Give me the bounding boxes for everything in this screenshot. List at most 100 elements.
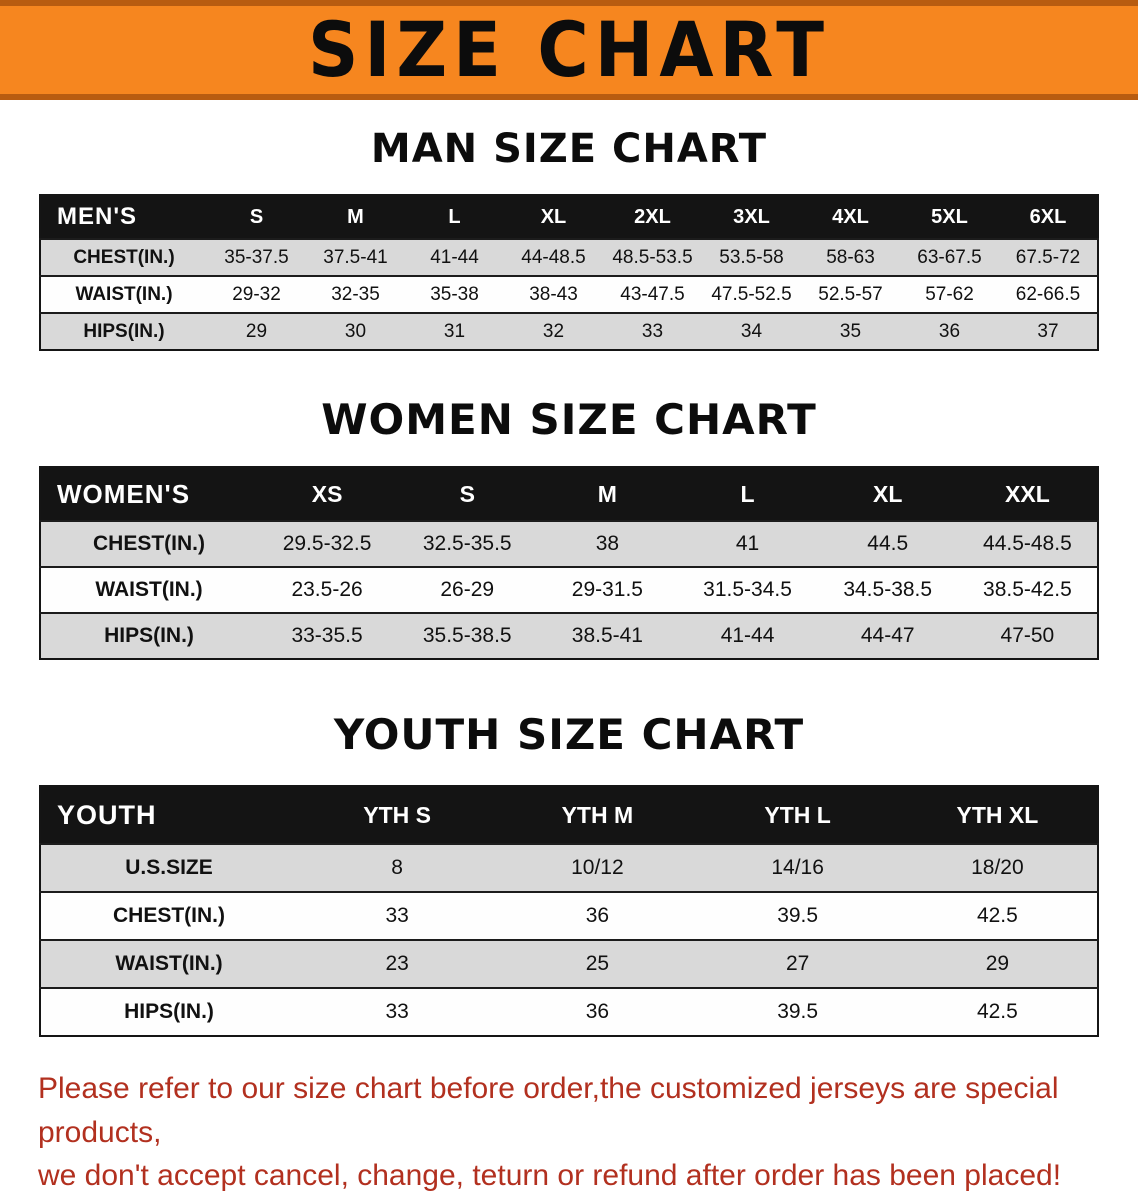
men-value-cell: 33 (603, 312, 702, 350)
youth-size-table: YOUTH YTH S YTH M YTH L YTH XL U.S.SIZE 8 10/12… (39, 785, 1099, 1037)
men-value-cell: 37.5-41 (306, 238, 405, 276)
youth-value-cell: 39.5 (697, 987, 898, 1036)
men-value-cell: 32-35 (306, 275, 405, 313)
men-value-cell: 41-44 (405, 238, 504, 276)
youth-value-cell: 23 (297, 939, 498, 988)
men-value-cell: 47.5-52.5 (702, 275, 801, 313)
men-value-cell: 57-62 (900, 275, 999, 313)
men-section: MAN SIZE CHART MEN'S S M L XL 2XL 3XL 4XL 5XL 6XL… (0, 126, 1138, 351)
youth-table-row: CHEST(IN.) 33 36 39.5 42.5 (40, 891, 1098, 940)
men-header-cell: S (207, 195, 306, 239)
women-value-cell: 47-50 (957, 612, 1098, 659)
men-table-row: WAIST(IN.) 29-32 32-35 35-38 38-43 43-47.5 47.… (40, 275, 1098, 313)
youth-row-label: CHEST(IN.) (40, 891, 297, 940)
women-size-table: WOMEN'S XS S M L XL XXL CHEST(IN.) 29.5-32.5 32.5… (39, 466, 1099, 660)
youth-section: YOUTH SIZE CHART YOUTH YTH S YTH M YTH L YTH… (0, 710, 1138, 1037)
men-table-row: CHEST(IN.) 35-37.5 37.5-41 41-44 44-48.5 48.5… (40, 238, 1098, 276)
men-size-table: MEN'S S M L XL 2XL 3XL 4XL 5XL 6XL CHEST(IN.) 35-37… (39, 194, 1099, 351)
women-header-cell: XS (257, 467, 398, 521)
women-header-cell: L (677, 467, 818, 521)
youth-value-cell: 42.5 (897, 987, 1098, 1036)
women-header-cell: XL (817, 467, 958, 521)
men-value-cell: 52.5-57 (801, 275, 900, 313)
youth-value-cell: 33 (297, 987, 498, 1036)
men-value-cell: 30 (306, 312, 405, 350)
women-value-cell: 44.5-48.5 (957, 520, 1098, 567)
youth-value-cell: 39.5 (697, 891, 898, 940)
men-value-cell: 44-48.5 (504, 238, 603, 276)
youth-section-heading: YOUTH SIZE CHART (333, 710, 805, 759)
youth-value-cell: 36 (497, 987, 698, 1036)
women-header-row: WOMEN'S XS S M L XL XXL (40, 467, 1098, 521)
men-value-cell: 35-37.5 (207, 238, 306, 276)
disclaimer: Please refer to our size chart before or… (0, 1067, 1138, 1198)
youth-value-cell: 27 (697, 939, 898, 988)
youth-value-cell: 8 (297, 843, 498, 892)
men-section-heading: MAN SIZE CHART (370, 126, 768, 172)
men-header-cell: 3XL (702, 195, 801, 239)
men-value-cell: 58-63 (801, 238, 900, 276)
women-value-cell: 38.5-42.5 (957, 566, 1098, 613)
men-header-cell: L (405, 195, 504, 239)
men-value-cell: 31 (405, 312, 504, 350)
men-header-cell: 5XL (900, 195, 999, 239)
youth-header-cell: YTH L (697, 786, 898, 844)
men-value-cell: 53.5-58 (702, 238, 801, 276)
women-value-cell: 31.5-34.5 (677, 566, 818, 613)
men-value-cell: 35-38 (405, 275, 504, 313)
women-table-row: CHEST(IN.) 29.5-32.5 32.5-35.5 38 41 44.5 44.5… (40, 520, 1098, 567)
women-value-cell: 44.5 (817, 520, 958, 567)
men-header-cell: 4XL (801, 195, 900, 239)
men-value-cell: 36 (900, 312, 999, 350)
women-section-heading: WOMEN SIZE CHART (321, 395, 817, 444)
men-value-cell: 37 (999, 312, 1098, 350)
women-table-row: WAIST(IN.) 23.5-26 26-29 29-31.5 31.5-34.5 34… (40, 566, 1098, 613)
men-header-label: MEN'S (40, 195, 207, 239)
youth-value-cell: 36 (497, 891, 698, 940)
men-header-cell: XL (504, 195, 603, 239)
youth-value-cell: 14/16 (697, 843, 898, 892)
men-row-label: CHEST(IN.) (40, 238, 207, 276)
women-header-cell: S (397, 467, 538, 521)
women-section: WOMEN SIZE CHART WOMEN'S XS S M L XL XXL CHEST(… (0, 395, 1138, 660)
youth-row-label: U.S.SIZE (40, 843, 297, 892)
women-row-label: CHEST(IN.) (40, 520, 257, 567)
youth-value-cell: 29 (897, 939, 1098, 988)
youth-value-cell: 25 (497, 939, 698, 988)
disclaimer-line-1: Please refer to our size chart before or… (38, 1072, 1059, 1149)
youth-table-row: HIPS(IN.) 33 36 39.5 42.5 (40, 987, 1098, 1036)
men-header-row: MEN'S S M L XL 2XL 3XL 4XL 5XL 6XL (40, 195, 1098, 239)
women-value-cell: 38.5-41 (537, 612, 678, 659)
men-header-cell: M (306, 195, 405, 239)
men-value-cell: 48.5-53.5 (603, 238, 702, 276)
youth-row-label: WAIST(IN.) (40, 939, 297, 988)
youth-header-row: YOUTH YTH S YTH M YTH L YTH XL (40, 786, 1098, 844)
banner: SIZE CHART (0, 0, 1138, 100)
men-value-cell: 67.5-72 (999, 238, 1098, 276)
youth-value-cell: 10/12 (497, 843, 698, 892)
women-value-cell: 41 (677, 520, 818, 567)
youth-header-cell: YTH XL (897, 786, 1098, 844)
women-table-row: HIPS(IN.) 33-35.5 35.5-38.5 38.5-41 41-44 44-… (40, 612, 1098, 659)
men-value-cell: 32 (504, 312, 603, 350)
women-row-label: WAIST(IN.) (40, 566, 257, 613)
women-value-cell: 29.5-32.5 (257, 520, 398, 567)
women-row-label: HIPS(IN.) (40, 612, 257, 659)
disclaimer-line-2: we don't accept cancel, change, teturn o… (38, 1159, 1062, 1192)
men-value-cell: 38-43 (504, 275, 603, 313)
youth-header-cell: YTH M (497, 786, 698, 844)
youth-value-cell: 18/20 (897, 843, 1098, 892)
women-value-cell: 26-29 (397, 566, 538, 613)
youth-value-cell: 33 (297, 891, 498, 940)
men-value-cell: 63-67.5 (900, 238, 999, 276)
women-value-cell: 38 (537, 520, 678, 567)
men-value-cell: 34 (702, 312, 801, 350)
men-header-cell: 6XL (999, 195, 1098, 239)
page-title: SIZE CHART (307, 5, 831, 95)
men-row-label: HIPS(IN.) (40, 312, 207, 350)
women-value-cell: 29-31.5 (537, 566, 678, 613)
women-header-label: WOMEN'S (40, 467, 257, 521)
youth-header-cell: YTH S (297, 786, 498, 844)
women-value-cell: 34.5-38.5 (817, 566, 958, 613)
